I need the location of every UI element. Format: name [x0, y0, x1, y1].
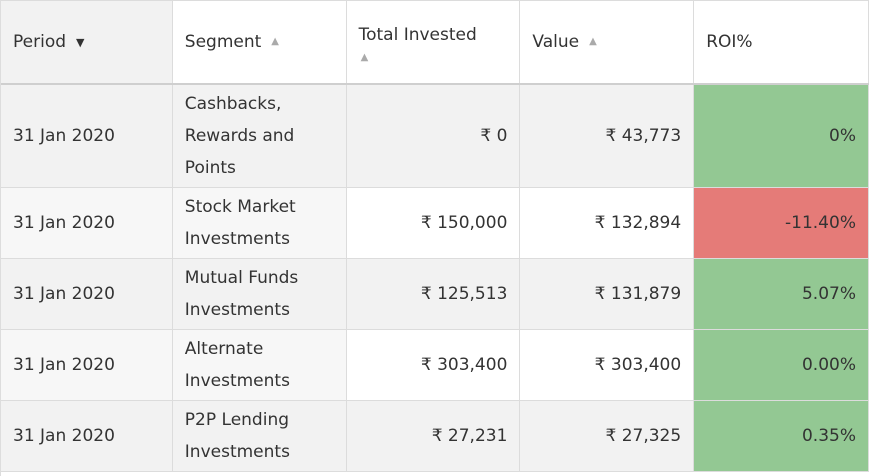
value-cell: ₹ 27,325 [520, 401, 695, 471]
value-cell: ₹ 132,894 [520, 188, 695, 258]
column-header-value[interactable]: Value ▲ [520, 1, 695, 83]
value-cell: ₹ 43,773 [520, 85, 695, 187]
segment-cell: Mutual Funds Investments [172, 259, 347, 329]
table-row[interactable]: 31 Jan 2020 P2P Lending Investments ₹ 27… [1, 401, 869, 472]
sort-ascending-icon[interactable]: ▲ [360, 52, 369, 63]
column-header-label: Segment [184, 32, 262, 52]
period-cell: 31 Jan 2020 [1, 259, 173, 329]
period-cell: 31 Jan 2020 [1, 85, 173, 187]
column-header-segment[interactable]: Segment ▲ [173, 1, 347, 83]
sort-ascending-icon[interactable]: ▲ [589, 36, 597, 47]
value-cell: ₹ 303,400 [520, 330, 695, 400]
total-invested-cell: ₹ 0 [346, 85, 521, 187]
period-cell: 31 Jan 2020 [1, 401, 173, 471]
sort-descending-icon[interactable]: ▼ [76, 35, 85, 49]
table-row[interactable]: 31 Jan 2020 Alternate Investments ₹ 303,… [1, 330, 869, 401]
segment-cell: P2P Lending Investments [172, 401, 347, 471]
table-header: Period ▼ Segment ▲ Total Invested ▲ Valu… [1, 0, 869, 85]
column-header-label: Period [13, 32, 67, 52]
column-header-label: Value [532, 32, 580, 52]
period-cell: 31 Jan 2020 [1, 330, 173, 400]
total-invested-cell: ₹ 150,000 [346, 188, 521, 258]
column-header-label: ROI% [706, 32, 753, 52]
segment-cell: Cashbacks, Rewards and Points [172, 85, 347, 187]
segment-cell: Stock Market Investments [172, 188, 347, 258]
table-row[interactable]: 31 Jan 2020 Stock Market Investments ₹ 1… [1, 188, 869, 259]
total-invested-cell: ₹ 303,400 [346, 330, 521, 400]
roi-cell: -11.40% [694, 188, 869, 258]
column-header-period[interactable]: Period ▼ [1, 1, 173, 83]
column-header-label: Total Invested [358, 25, 477, 45]
roi-cell: 0.35% [694, 401, 869, 471]
segment-cell: Alternate Investments [172, 330, 347, 400]
column-header-roi[interactable]: ROI% [694, 1, 869, 83]
value-cell: ₹ 131,879 [520, 259, 695, 329]
sort-ascending-icon[interactable]: ▲ [271, 36, 279, 47]
roi-cell: 0.00% [694, 330, 869, 400]
table-row[interactable]: 31 Jan 2020 Mutual Funds Investments ₹ 1… [1, 259, 869, 330]
total-invested-cell: ₹ 27,231 [346, 401, 521, 471]
period-cell: 31 Jan 2020 [1, 188, 173, 258]
total-invested-cell: ₹ 125,513 [346, 259, 521, 329]
roi-cell: 5.07% [694, 259, 869, 329]
table-row[interactable]: 31 Jan 2020 Cashbacks, Rewards and Point… [1, 85, 869, 188]
column-header-total-invested[interactable]: Total Invested ▲ [347, 1, 521, 83]
roi-cell: 0% [694, 85, 869, 187]
